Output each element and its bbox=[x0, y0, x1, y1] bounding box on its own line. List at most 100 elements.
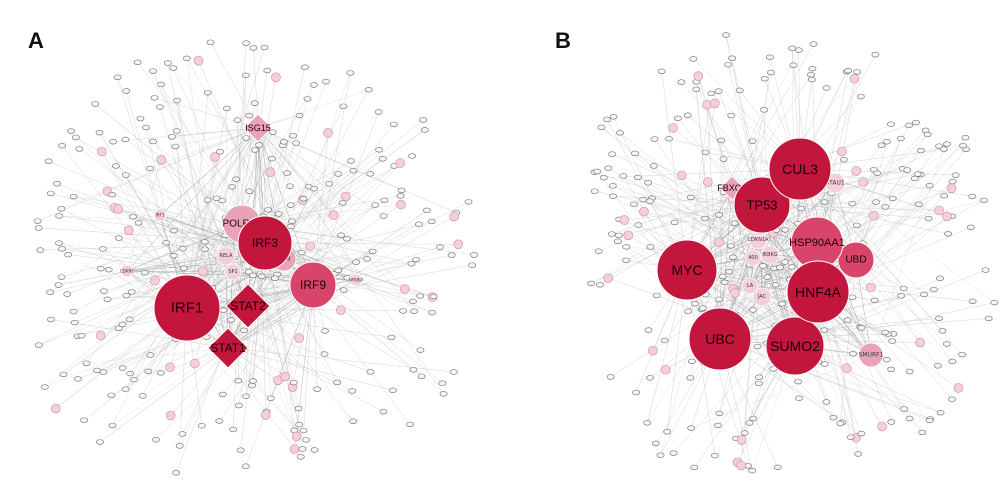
peripheral-node bbox=[619, 173, 628, 179]
peripheral-node bbox=[375, 147, 384, 153]
peripheral-node bbox=[59, 371, 68, 378]
peripheral-node bbox=[925, 182, 934, 189]
peripheral-node bbox=[295, 112, 304, 119]
network-edge bbox=[129, 127, 259, 320]
network-edge bbox=[202, 127, 259, 272]
peripheral-node bbox=[113, 74, 122, 80]
peripheral-node bbox=[170, 227, 178, 234]
peripheral-node bbox=[75, 146, 84, 152]
peripheral-node bbox=[245, 188, 254, 194]
peripheral-node bbox=[46, 289, 55, 295]
peripheral-node bbox=[363, 256, 371, 262]
peripheral-node bbox=[328, 210, 339, 220]
peripheral-node bbox=[127, 289, 136, 295]
peripheral-node bbox=[179, 265, 188, 271]
peripheral-node bbox=[325, 181, 334, 187]
peripheral-node bbox=[297, 249, 306, 256]
peripheral-node bbox=[657, 68, 666, 75]
peripheral-node bbox=[321, 328, 329, 334]
peripheral-node bbox=[938, 328, 947, 334]
peripheral-node bbox=[427, 218, 436, 225]
network-edge bbox=[245, 284, 314, 467]
peripheral-node bbox=[122, 88, 131, 94]
peripheral-node bbox=[689, 56, 698, 62]
peripheral-node bbox=[686, 194, 695, 201]
peripheral-node bbox=[371, 202, 380, 208]
peripheral-node bbox=[596, 282, 604, 288]
peripheral-node bbox=[729, 254, 737, 261]
peripheral-node bbox=[156, 155, 166, 165]
peripheral-node bbox=[210, 152, 220, 162]
peripheral-node bbox=[603, 273, 613, 283]
peripheral-node bbox=[175, 443, 184, 449]
peripheral-node bbox=[71, 134, 80, 141]
peripheral-node bbox=[113, 204, 124, 214]
peripheral-node bbox=[608, 151, 617, 157]
peripheral-node bbox=[613, 238, 622, 245]
network-edge bbox=[40, 242, 266, 251]
network-edge bbox=[794, 269, 986, 347]
hub-node-label: IRF1 bbox=[171, 300, 204, 317]
network-edge bbox=[179, 347, 229, 446]
peripheral-node bbox=[216, 148, 224, 155]
peripheral-node bbox=[122, 292, 131, 299]
peripheral-node bbox=[660, 364, 671, 375]
peripheral-node bbox=[788, 45, 797, 52]
peripheral-node bbox=[603, 116, 612, 123]
peripheral-node bbox=[58, 246, 66, 252]
peripheral-node bbox=[464, 199, 473, 205]
peripheral-node bbox=[925, 417, 934, 424]
peripheral-node bbox=[604, 165, 613, 171]
peripheral-node bbox=[134, 220, 143, 226]
network-edge bbox=[126, 127, 259, 272]
network-edge bbox=[312, 254, 452, 286]
peripheral-node bbox=[726, 243, 735, 249]
network-edge bbox=[37, 127, 259, 222]
peripheral-node bbox=[295, 421, 304, 428]
hub-node bbox=[688, 307, 752, 371]
peripheral-node bbox=[265, 167, 276, 178]
network-edge bbox=[686, 269, 834, 418]
peripheral-node bbox=[46, 190, 55, 197]
peripheral-node bbox=[809, 41, 818, 47]
peripheral-node bbox=[856, 93, 865, 100]
peripheral-node bbox=[877, 421, 887, 432]
peripheral-node bbox=[172, 128, 181, 134]
network-edge bbox=[264, 81, 327, 244]
peripheral-node bbox=[820, 199, 829, 205]
network-edge bbox=[340, 235, 357, 281]
peripheral-node bbox=[691, 300, 699, 307]
peripheral-node bbox=[229, 426, 238, 433]
peripheral-node bbox=[69, 308, 78, 315]
peripheral-node bbox=[172, 470, 181, 476]
peripheral-node bbox=[69, 193, 78, 200]
peripheral-node bbox=[944, 231, 953, 237]
peripheral-node bbox=[717, 137, 726, 144]
panel-letter-b: B bbox=[555, 28, 571, 53]
peripheral-node bbox=[820, 361, 829, 367]
network-edge bbox=[186, 307, 392, 338]
network-edge bbox=[173, 67, 357, 281]
peripheral-node bbox=[395, 158, 406, 169]
network-edge bbox=[355, 279, 433, 313]
peripheral-node bbox=[36, 247, 45, 253]
network-edge bbox=[241, 75, 246, 225]
peripheral-node bbox=[138, 393, 147, 399]
peripheral-node bbox=[692, 86, 701, 93]
peripheral-node bbox=[436, 244, 444, 250]
peripheral-node bbox=[664, 136, 673, 142]
network-edge bbox=[122, 284, 314, 369]
peripheral-node bbox=[96, 146, 107, 157]
network-edge bbox=[264, 242, 459, 245]
peripheral-node bbox=[849, 351, 857, 357]
peripheral-node bbox=[980, 197, 988, 204]
peripheral-node bbox=[420, 127, 429, 133]
peripheral-node bbox=[241, 463, 250, 469]
peripheral-node bbox=[296, 454, 305, 460]
peripheral-node bbox=[33, 218, 42, 224]
peripheral-node bbox=[740, 430, 749, 436]
peripheral-node bbox=[619, 215, 630, 225]
peripheral-node bbox=[146, 352, 155, 358]
peripheral-node bbox=[104, 266, 113, 273]
